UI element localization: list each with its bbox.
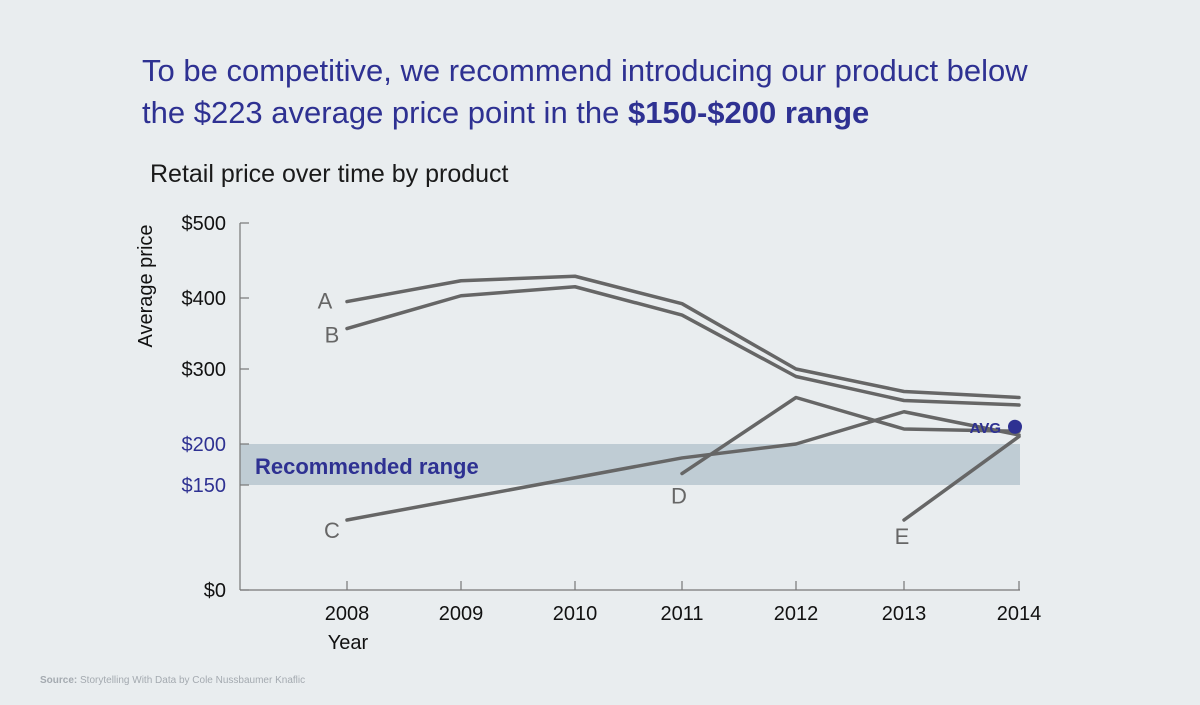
x-tick-label: 2010 [553, 603, 598, 625]
y-tick-label: $500 [182, 213, 227, 235]
y-tick-label: $150 [182, 475, 227, 497]
y-tick-label: $200 [182, 434, 227, 456]
source-label: Source: [40, 675, 78, 686]
x-axis-title: Year [328, 632, 369, 654]
y-axis-title: Average price [135, 224, 157, 347]
chart-title: Retail price over time by product [150, 160, 509, 188]
headline-line2-bold: $150-$200 range [628, 95, 870, 130]
series-label-e: E [895, 524, 910, 549]
series-label-d: D [671, 484, 687, 509]
y-tick-label: $400 [182, 288, 227, 310]
x-tick-label: 2013 [882, 603, 927, 625]
y-tick-label: $300 [182, 359, 227, 381]
headline: To be competitive, we recommend introduc… [142, 50, 1142, 134]
series-line-e [902, 434, 1021, 522]
x-tick-label: 2008 [325, 603, 370, 625]
series-line-b [345, 285, 1021, 407]
average-label: AVG [970, 420, 1001, 437]
series-label-b: B [325, 323, 340, 348]
series-line-d [680, 395, 1021, 476]
recommended-range-label: Recommended range [255, 454, 479, 479]
y-tick-label: $0 [204, 580, 226, 602]
recommended-range-band [240, 444, 1020, 485]
series-label-c: C [324, 518, 340, 543]
headline-line2-prefix: the $223 average price point in the [142, 95, 629, 130]
x-tick-label: 2012 [774, 603, 819, 625]
source-text: Storytelling With Data by Cole Nussbaume… [80, 675, 306, 686]
x-tick-label: 2014 [997, 603, 1042, 625]
headline-line1: To be competitive, we recommend introduc… [142, 53, 1028, 88]
series-label-a: A [318, 289, 333, 314]
x-tick-label: 2009 [439, 603, 484, 625]
series-line-c [345, 410, 1021, 522]
average-marker [1008, 419, 1022, 434]
series-line-a [345, 274, 1021, 400]
source-note: Source: Storytelling With Data by Cole N… [40, 675, 305, 686]
x-tick-label: 2011 [660, 603, 703, 625]
